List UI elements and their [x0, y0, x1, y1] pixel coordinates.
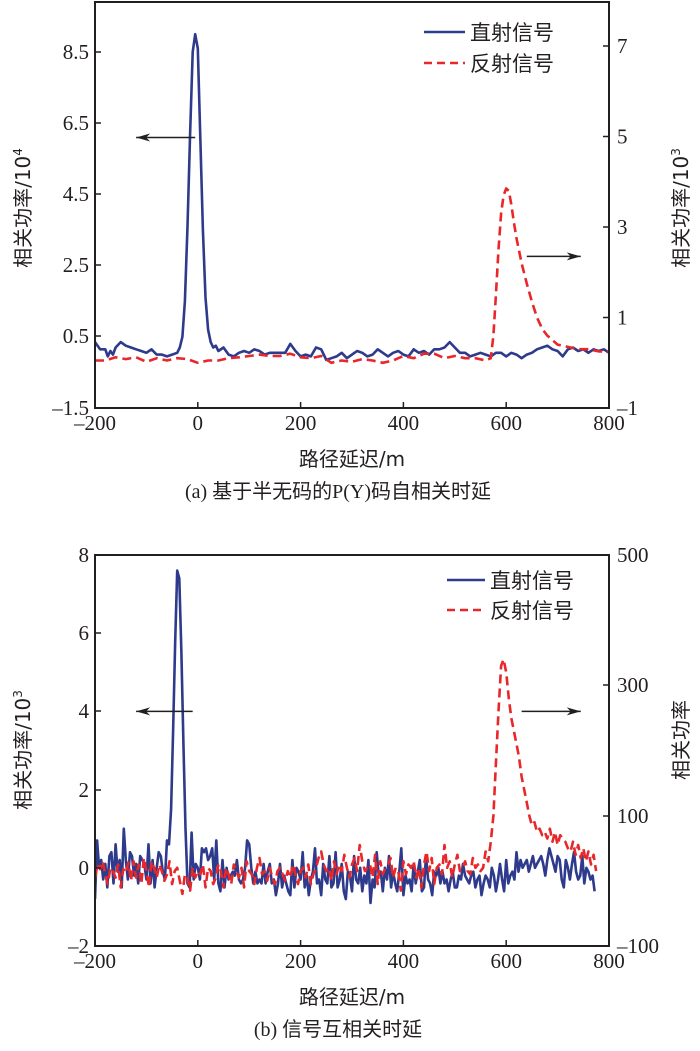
legend-label-direct: 直射信号 [490, 569, 574, 593]
chart-a-ylabel-right: 相关功率/103 [669, 148, 693, 268]
y-left-tick-label: 6.5 [63, 111, 89, 135]
arrow-left-icon [136, 133, 196, 142]
chart-b-ylabel-left-exp: 3 [11, 690, 25, 698]
series-line-reflected [95, 187, 609, 365]
chart-b-ticks: –200 0 200 400 600 800 8 6 4 2 0 –2 500 300 100 –100 [67, 543, 659, 973]
y-left-tick-label: –1.5 [51, 396, 89, 420]
y-right-tick-label: 500 [617, 543, 649, 567]
chart-a: –200 0 200 400 600 800 8.5 6.5 4.5 2.5 0.5 –1.5 7 5 3 1… [11, 1, 693, 503]
legend-label-direct: 直射信号 [470, 21, 554, 45]
chart-b-ylabel-left: 相关功率/103 [11, 690, 35, 810]
y-right-tick-label: –1 [616, 396, 638, 420]
chart-b: –200 0 200 400 600 800 8 6 4 2 0 –2 500 300 100 –100 直射… [11, 543, 693, 1041]
y-left-tick-label: 8 [79, 543, 90, 567]
chart-a-ylabel-left-base: 相关功率/10 [11, 156, 35, 268]
y-left-tick-label: –2 [67, 934, 89, 958]
legend-label-reflected: 反射信号 [490, 599, 574, 623]
legend-label-reflected: 反射信号 [470, 52, 554, 76]
chart-a-plot-frame [94, 1, 610, 409]
svg-text:相关功率/103: 相关功率/103 [11, 690, 35, 810]
chart-a-ticks: –200 0 200 400 600 800 8.5 6.5 4.5 2.5 0.5 –1.5 7 5 3 1… [51, 34, 638, 435]
x-tick-label: 400 [388, 411, 420, 435]
y-left-tick-label: 0.5 [63, 324, 89, 348]
x-tick-label: 600 [490, 949, 522, 973]
x-tick-label: 600 [490, 411, 522, 435]
chart-b-plot-frame [94, 554, 610, 947]
svg-text:相关功率/104: 相关功率/104 [11, 148, 35, 268]
x-tick-label: 200 [285, 949, 317, 973]
svg-text:相关功率/103: 相关功率/103 [669, 148, 693, 268]
x-tick-label: 800 [593, 949, 625, 973]
y-right-tick-label: 3 [617, 215, 628, 239]
y-left-tick-label: 8.5 [63, 40, 89, 64]
y-right-tick-label: 1 [617, 306, 628, 330]
chart-b-ylabel-right: 相关功率 [669, 700, 693, 780]
chart-b-ylabel-left-base: 相关功率/10 [11, 698, 35, 810]
chart-a-ylabel-left-exp: 4 [11, 148, 25, 156]
chart-a-caption: (a) 基于半无码的P(Y)码自相关时延 [185, 480, 491, 503]
y-right-tick-label: 100 [617, 804, 649, 828]
x-tick-label: –200 [73, 949, 116, 973]
chart-b-legend: 直射信号 反射信号 [447, 569, 574, 623]
series-line-direct [95, 569, 596, 905]
x-tick-label: 200 [285, 411, 317, 435]
y-right-tick-label: –100 [616, 934, 659, 958]
y-left-tick-label: 2 [79, 778, 90, 802]
chart-b-caption: (b) 信号互相关时延 [254, 1018, 422, 1041]
chart-b-ylabel-right-text: 相关功率 [669, 700, 693, 780]
y-right-tick-label: 7 [617, 34, 628, 58]
y-left-tick-label: 4.5 [63, 182, 89, 206]
x-tick-label: 0 [193, 949, 204, 973]
y-left-tick-label: 4 [79, 699, 90, 723]
chart-b-series-layer [95, 569, 598, 905]
chart-a-annotations [136, 133, 581, 261]
x-tick-label: 800 [593, 411, 625, 435]
chart-b-annotations [136, 707, 581, 716]
chart-a-xlabel: 路径延迟/m [299, 447, 405, 471]
chart-a-series-layer [95, 32, 609, 365]
y-right-tick-label: 300 [617, 673, 649, 697]
chart-b-xlabel: 路径延迟/m [299, 985, 405, 1009]
series-line-reflected [95, 657, 598, 896]
chart-a-ylabel-right-exp: 3 [669, 148, 683, 156]
arrow-left-icon [136, 707, 193, 716]
chart-a-legend: 直射信号 反射信号 [424, 21, 554, 76]
y-left-tick-label: 2.5 [63, 253, 89, 277]
arrow-right-icon [521, 707, 581, 716]
y-left-tick-label: 0 [79, 856, 90, 880]
y-right-tick-label: 5 [617, 125, 628, 149]
series-line-direct [95, 32, 609, 362]
chart-a-ylabel-left: 相关功率/104 [11, 148, 35, 268]
x-tick-label: 0 [193, 411, 204, 435]
arrow-right-icon [526, 252, 581, 261]
chart-a-ylabel-right-base: 相关功率/10 [669, 156, 693, 268]
x-tick-label: –200 [73, 411, 116, 435]
y-left-tick-label: 6 [79, 621, 90, 645]
x-tick-label: 400 [388, 949, 420, 973]
